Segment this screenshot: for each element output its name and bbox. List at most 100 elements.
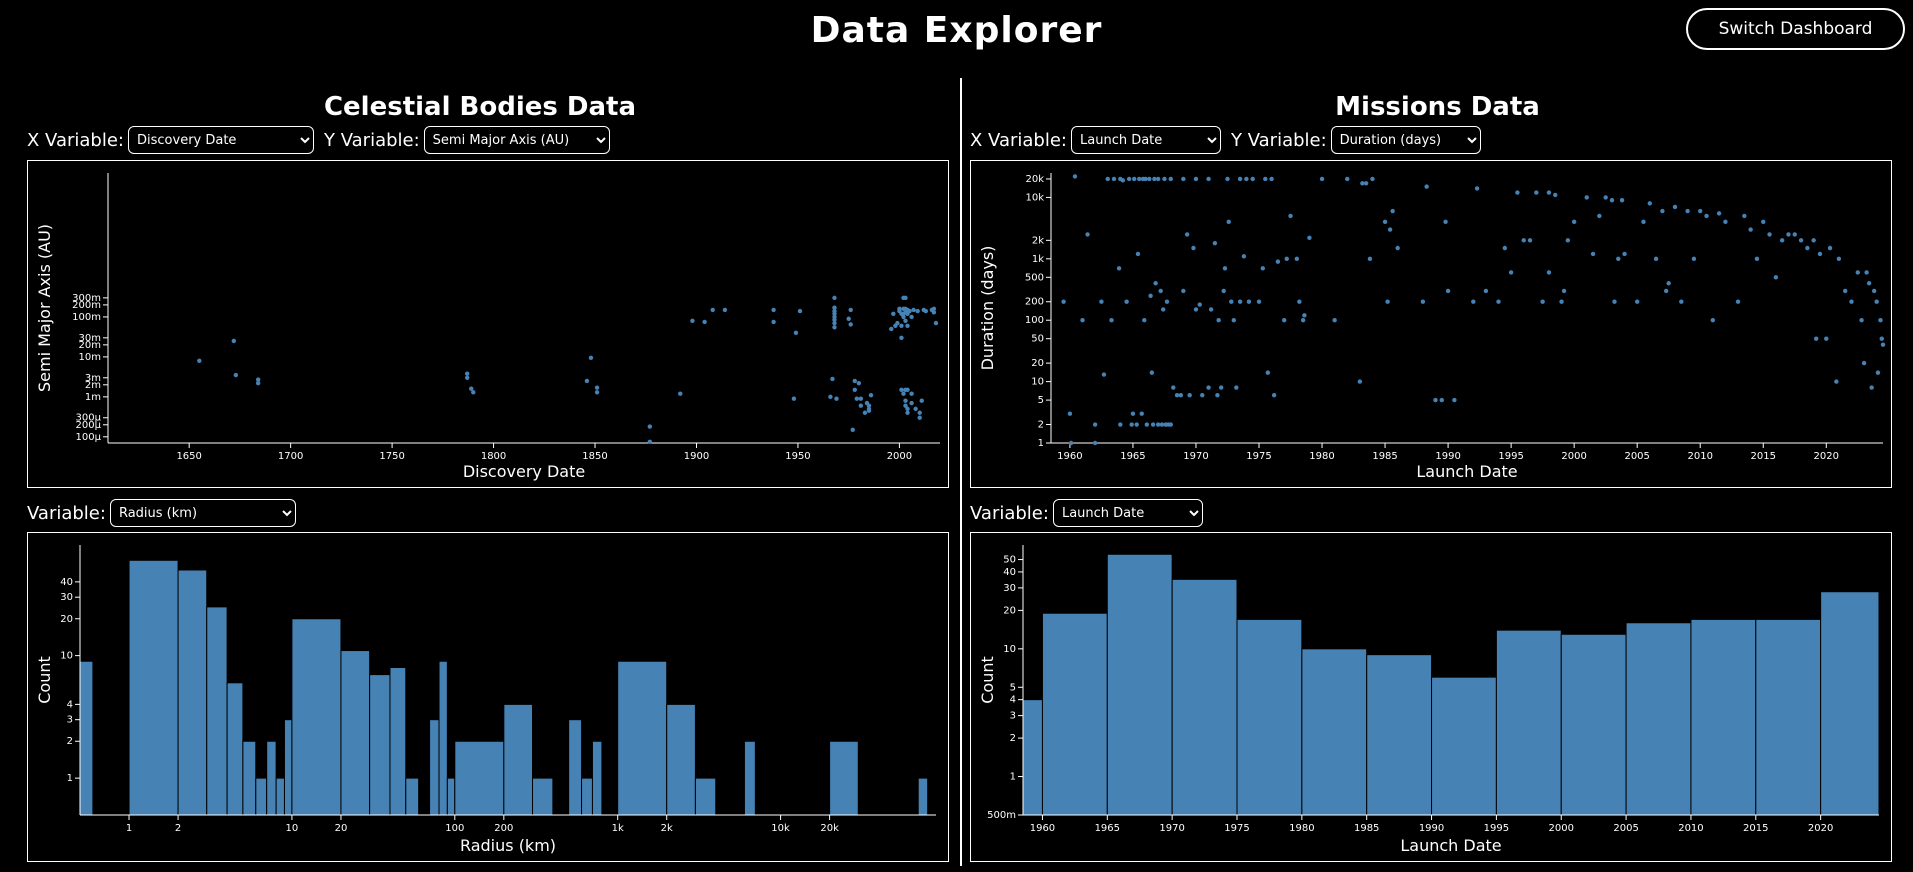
x-tick-label: 10 xyxy=(286,823,299,834)
scatter-point xyxy=(1439,397,1444,403)
celestial-section-title: Celestial Bodies Data xyxy=(323,92,637,122)
scatter-point xyxy=(1099,299,1104,304)
y-axis-title: Duration (days) xyxy=(978,246,997,371)
scatter-point xyxy=(1294,256,1300,262)
missions-y-variable-select[interactable]: Duration (days) xyxy=(1330,126,1481,154)
histogram-bar xyxy=(79,660,94,816)
scatter-point xyxy=(909,400,914,406)
scatter-point xyxy=(1271,393,1277,398)
scatter-point xyxy=(854,396,859,401)
scatter-point xyxy=(1773,275,1779,280)
switch-dashboard-button[interactable]: Switch Dashboard xyxy=(1686,8,1905,50)
scatter-point xyxy=(1363,181,1369,186)
scatter-point xyxy=(1116,266,1122,271)
scatter-point xyxy=(469,386,474,391)
scatter-point xyxy=(903,295,908,301)
scatter-point xyxy=(1284,256,1289,262)
scatter-point xyxy=(1319,176,1325,182)
x-tick-label: 2005 xyxy=(1613,823,1638,834)
app-title: Data Explorer xyxy=(810,10,1103,51)
scatter-point xyxy=(588,355,594,360)
scatter-point xyxy=(594,385,600,390)
scatter-point xyxy=(1420,299,1426,304)
y-tick-label: 20 xyxy=(60,614,73,625)
scatter-point xyxy=(1275,259,1281,264)
scatter-point xyxy=(1197,302,1202,307)
scatter-point xyxy=(1208,307,1214,312)
histogram-bar xyxy=(617,660,668,816)
x-tick-label: 1980 xyxy=(1309,451,1334,462)
scatter-point xyxy=(1193,176,1199,182)
scatter-point xyxy=(1546,190,1552,195)
missions-x-variable-select[interactable]: Launch Date xyxy=(1071,126,1221,154)
celestial-hist-variable-select[interactable]: Radius (km) xyxy=(109,499,296,527)
scatter-point xyxy=(1234,385,1239,390)
scatter-point xyxy=(1134,422,1139,427)
scatter-point xyxy=(1132,176,1137,182)
histogram-bar xyxy=(666,703,696,816)
scatter-point xyxy=(1871,288,1877,294)
scatter-point xyxy=(1496,299,1501,304)
scatter-point xyxy=(1698,208,1703,214)
y-tick-label: 40 xyxy=(60,577,73,588)
y-tick-label: 1 xyxy=(1010,772,1016,783)
scatter-point xyxy=(1129,422,1134,427)
scatter-point xyxy=(1332,318,1337,323)
scatter-point xyxy=(1880,342,1886,347)
missions-histogram-panel: 1960 1965 1970 1975 1980 1985 1990 1995 2000 2005… xyxy=(970,532,1892,862)
celestial-y-variable-select[interactable]: Semi Major Axis (AU) xyxy=(423,126,610,154)
scatter-point xyxy=(1395,245,1400,251)
scatter-point xyxy=(1603,195,1608,200)
scatter-point xyxy=(923,308,928,314)
missions-hist-variable-select[interactable]: Launch Date xyxy=(1052,499,1203,527)
y-tick-label: 100m xyxy=(72,312,101,323)
scatter-point xyxy=(1483,288,1489,294)
scatter-point xyxy=(832,325,837,330)
scatter-point xyxy=(1653,256,1659,262)
scatter-point xyxy=(1584,195,1589,200)
x-tick-label: 2015 xyxy=(1743,823,1768,834)
y-tick-label: 4 xyxy=(67,699,73,710)
scatter-point xyxy=(1109,318,1114,323)
scatter-point xyxy=(832,317,837,322)
scatter-point xyxy=(917,415,922,420)
scatter-point xyxy=(1139,411,1144,416)
scatter-point xyxy=(1390,208,1395,214)
scatter-point xyxy=(1679,299,1684,304)
celestial-x-variable-select[interactable]: Discovery Date xyxy=(128,126,314,154)
scatter-point xyxy=(862,410,868,415)
y-tick-label: 100µ xyxy=(76,432,102,443)
scatter-point xyxy=(1345,176,1350,182)
scatter-point xyxy=(1367,256,1373,262)
scatter-point xyxy=(931,310,937,315)
scatter-point xyxy=(899,335,904,341)
histogram-bar xyxy=(1625,622,1692,816)
x-tick-label: 2000 xyxy=(1561,451,1586,462)
scatter-point xyxy=(1754,256,1760,262)
histogram-bar xyxy=(128,559,179,816)
hist-variable-label: Variable: xyxy=(970,502,1049,524)
celestial-histogram-panel: 1 2 10 20 100 200 1k 2k 10k 20k 1 2 3 4 10 20 30 40 Radius… xyxy=(27,532,949,862)
histogram-bar xyxy=(1171,578,1238,816)
scatter-point xyxy=(899,323,904,328)
y-tick-label: 2 xyxy=(67,736,73,747)
scatter-point xyxy=(899,387,904,393)
scatter-point xyxy=(1212,240,1218,246)
scatter-point xyxy=(858,403,864,408)
scatter-point xyxy=(1433,397,1438,403)
x-tick-label: 1850 xyxy=(582,451,607,462)
y-tick-label: 10 xyxy=(60,651,73,662)
y-axis-title: Semi Major Axis (AU) xyxy=(35,224,54,392)
y-tick-label: 1m xyxy=(85,392,101,403)
scatter-point xyxy=(1660,208,1665,214)
x-tick-label: 1990 xyxy=(1435,451,1460,462)
y-tick-label: 200m xyxy=(72,300,101,311)
scatter-point xyxy=(1685,208,1690,214)
scatter-point xyxy=(1792,232,1797,237)
x-tick-label: 1985 xyxy=(1354,823,1379,834)
scatter-point xyxy=(464,375,470,380)
x-tick-label: 2005 xyxy=(1624,451,1649,462)
scatter-point xyxy=(1307,235,1312,241)
histogram-bar xyxy=(454,740,505,816)
histogram-bar xyxy=(291,618,342,816)
